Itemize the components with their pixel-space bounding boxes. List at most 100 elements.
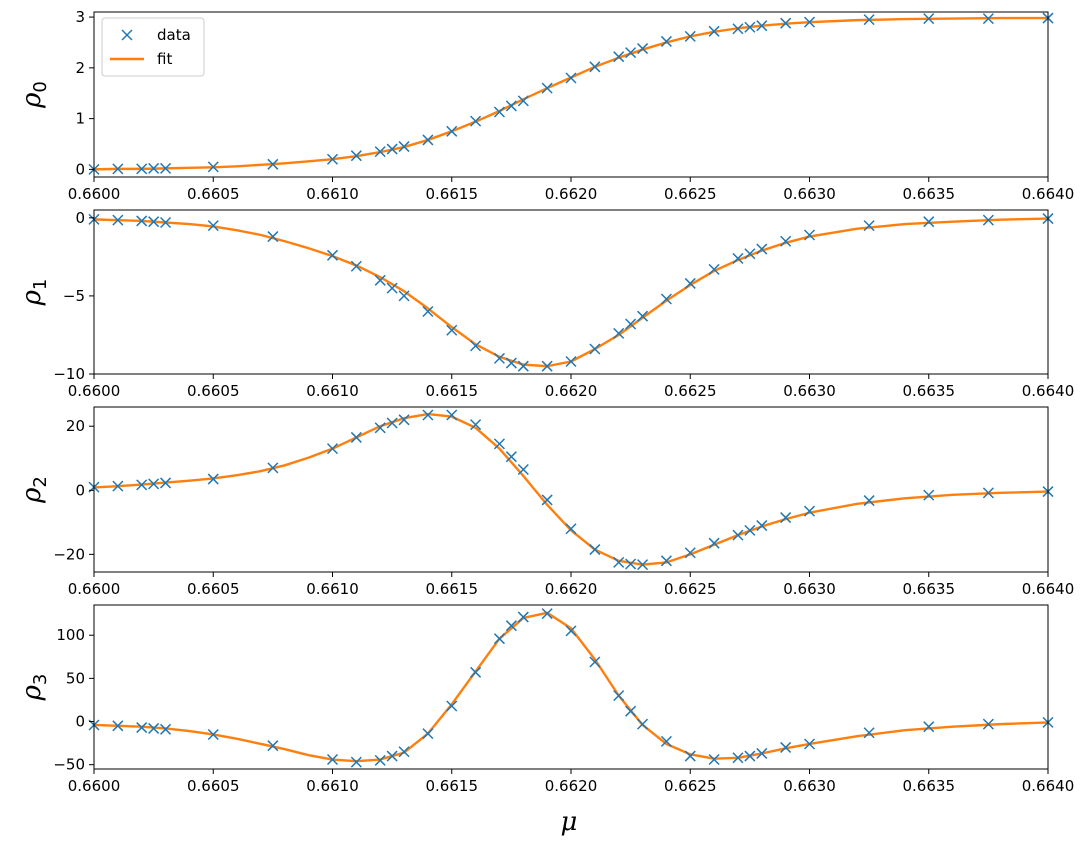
- data-point: [136, 215, 148, 227]
- legend: data fit: [101, 17, 205, 77]
- data-point: [267, 462, 279, 474]
- x-tick-label: 0.6600: [68, 185, 121, 203]
- data-point: [374, 146, 386, 158]
- x-tick-label: 0.6630: [783, 382, 836, 400]
- x-tick-label: 0.6620: [545, 382, 598, 400]
- data-point: [780, 235, 792, 247]
- x-tick-label: 0.6640: [1022, 580, 1075, 598]
- data-point: [863, 220, 875, 232]
- x-tick-label: 0.6630: [783, 185, 836, 203]
- data-point: [613, 690, 625, 702]
- panel-rho2: 0.6600 0.6605 0.6610 0.6615 0.6620 0.6625 0.66…: [17, 406, 1075, 598]
- data-point: [684, 547, 696, 559]
- y-tick-label: 3: [75, 8, 85, 26]
- x-tick-label: 0.6635: [903, 777, 956, 795]
- panel-rho0: 0.6600 0.6605 0.6610 0.6615 0.6620 0.6625 0.66…: [17, 8, 1074, 203]
- x-tick-label: 0.6620: [545, 185, 598, 203]
- x-tick-label: 0.6635: [903, 185, 956, 203]
- legend-box: [101, 17, 205, 77]
- data-point: [267, 231, 279, 243]
- x-axis-label: μ: [561, 807, 578, 837]
- data-point: [136, 163, 148, 175]
- x-tick-label: 0.6640: [1022, 777, 1075, 795]
- data-point: [708, 263, 720, 275]
- x-tick-label: 0.6600: [68, 777, 121, 795]
- x-tick-label: 0.6625: [664, 382, 717, 400]
- data-point: [148, 216, 160, 228]
- data-point: [422, 728, 434, 740]
- panel-rho3: 0.6600 0.6605 0.6610 0.6615 0.6620 0.6625 0.66…: [17, 604, 1075, 795]
- data-point: [660, 555, 672, 567]
- data-point: [326, 443, 339, 455]
- x-tick-label: 0.6610: [306, 382, 359, 400]
- data-point: [780, 512, 792, 524]
- fit-line-rho3: [94, 611, 1048, 763]
- data-point: [207, 473, 219, 485]
- data-point: [744, 524, 756, 536]
- data-point: [982, 718, 994, 730]
- y-axis-label: ρ3: [17, 674, 51, 702]
- y-axis-label: ρ2: [17, 476, 51, 504]
- data-point: [350, 431, 362, 443]
- data-point: [398, 746, 410, 758]
- data-point: [493, 352, 505, 364]
- data-point: [780, 741, 792, 753]
- x-tick-label: 0.6635: [903, 382, 956, 400]
- x-tick-label: 0.6605: [187, 185, 240, 203]
- data-point: [493, 438, 505, 450]
- data-point: [505, 620, 517, 632]
- x-tick-label: 0.6640: [1022, 382, 1075, 400]
- data-point: [374, 274, 386, 286]
- y-tick-label: 1: [75, 110, 85, 128]
- data-point: [160, 477, 172, 489]
- x-tick-label: 0.6600: [68, 580, 121, 598]
- y-tick-label: −10: [53, 365, 85, 383]
- data-point: [923, 216, 935, 228]
- data-point: [803, 505, 816, 517]
- data-point: [446, 125, 458, 137]
- data-point: [541, 494, 553, 506]
- legend-fit-label: fit: [157, 50, 172, 68]
- data-point: [112, 480, 124, 492]
- y-tick-label: 50: [66, 669, 85, 687]
- data-point: [982, 487, 994, 499]
- x-tick-label: 0.6615: [426, 580, 479, 598]
- data-point: [422, 134, 434, 146]
- data-point: [625, 47, 637, 59]
- data-point: [148, 722, 160, 734]
- data-point: [422, 409, 434, 421]
- data-point: [863, 727, 875, 739]
- data-point: [350, 260, 362, 272]
- data-point: [517, 611, 529, 623]
- data-point: [863, 14, 875, 26]
- data-point: [637, 559, 649, 571]
- data-point: [637, 718, 649, 730]
- data-point: [660, 35, 672, 47]
- data-point: [374, 422, 386, 434]
- y-tick-label: 0: [75, 481, 85, 499]
- data-point: [470, 340, 482, 352]
- data-point: [565, 625, 577, 637]
- data-point: [684, 750, 696, 762]
- data-point: [803, 16, 816, 28]
- data-point: [708, 753, 720, 766]
- data-point: [136, 479, 148, 491]
- data-point: [780, 17, 792, 29]
- data-point: [923, 13, 935, 25]
- y-axis-label: ρ0: [17, 81, 51, 109]
- y-tick-label: 0: [75, 713, 85, 731]
- data-point: [493, 633, 505, 645]
- x-tick-label: 0.6610: [306, 185, 359, 203]
- data-point: [541, 608, 553, 620]
- data-point: [613, 327, 625, 339]
- data-point: [863, 495, 875, 507]
- data-point: [637, 43, 649, 55]
- data-point: [160, 216, 172, 229]
- data-point: [136, 722, 148, 734]
- x-tick-label: 0.6625: [664, 580, 717, 598]
- data-point: [613, 556, 625, 568]
- data-point: [803, 738, 816, 750]
- x-tick-label: 0.6605: [187, 382, 240, 400]
